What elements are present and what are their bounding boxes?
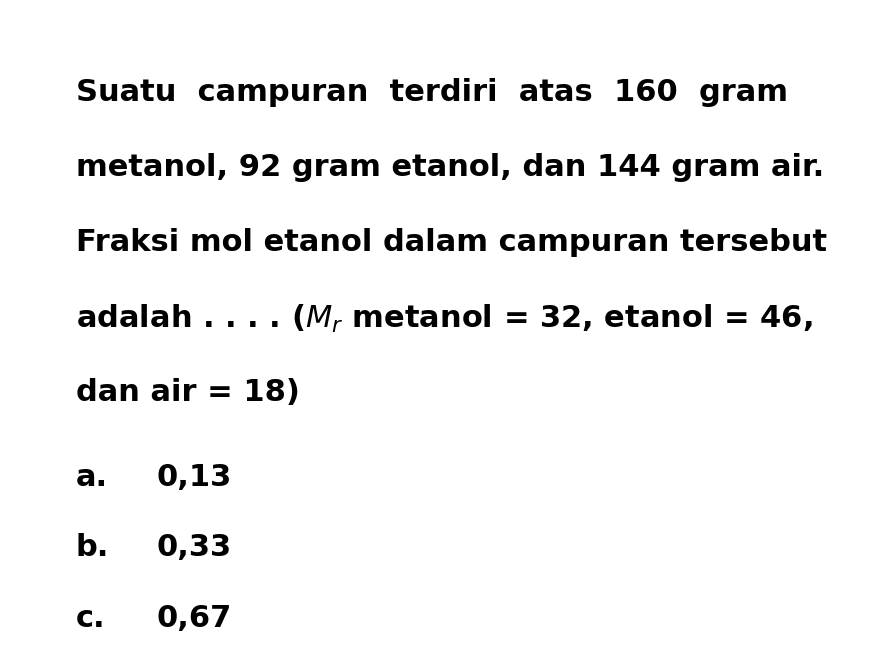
Text: a.: a. xyxy=(76,463,108,492)
Text: b.: b. xyxy=(76,533,109,562)
Text: dan air = 18): dan air = 18) xyxy=(76,378,299,407)
Text: 0,67: 0,67 xyxy=(156,604,232,632)
Text: adalah . . . . ($M_r$ metanol = 32, etanol = 46,: adalah . . . . ($M_r$ metanol = 32, etan… xyxy=(76,303,813,335)
Text: metanol, 92 gram etanol, dan 144 gram air.: metanol, 92 gram etanol, dan 144 gram ai… xyxy=(76,153,824,182)
Text: Suatu  campuran  terdiri  atas  160  gram: Suatu campuran terdiri atas 160 gram xyxy=(76,78,788,107)
Text: 0,33: 0,33 xyxy=(156,533,232,562)
Text: c.: c. xyxy=(76,604,105,632)
Text: 0,13: 0,13 xyxy=(156,463,232,492)
Text: Fraksi mol etanol dalam campuran tersebut: Fraksi mol etanol dalam campuran tersebu… xyxy=(76,228,827,257)
